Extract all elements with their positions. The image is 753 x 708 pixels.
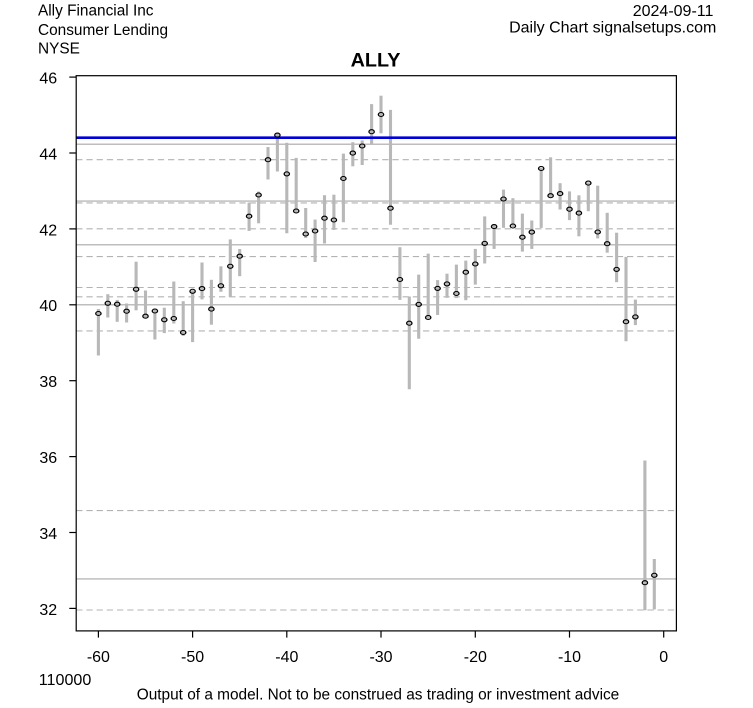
svg-text:Daily Chart signalsetups.com: Daily Chart signalsetups.com: [509, 20, 716, 37]
svg-text:-30: -30: [369, 649, 392, 666]
svg-text:36: 36: [39, 450, 57, 467]
svg-text:40: 40: [39, 298, 57, 315]
svg-text:32: 32: [39, 602, 57, 619]
svg-text:42: 42: [39, 222, 57, 239]
svg-text:Consumer Lending: Consumer Lending: [38, 22, 168, 39]
svg-text:2024-09-11: 2024-09-11: [633, 3, 714, 20]
svg-text:-10: -10: [558, 649, 581, 666]
svg-text:34: 34: [39, 526, 57, 543]
svg-text:Ally Financial Inc: Ally Financial Inc: [38, 2, 154, 19]
svg-text:46: 46: [39, 71, 57, 88]
svg-text:44: 44: [39, 146, 57, 163]
svg-text:-20: -20: [464, 649, 487, 666]
svg-text:ALLY: ALLY: [351, 50, 401, 72]
svg-text:110000: 110000: [39, 671, 92, 689]
svg-text:-50: -50: [181, 649, 204, 666]
svg-text:NYSE: NYSE: [38, 40, 80, 57]
svg-text:38: 38: [39, 374, 57, 391]
svg-text:-40: -40: [275, 649, 298, 666]
svg-text:Output of a model. Not to be c: Output of a model. Not to be construed a…: [137, 687, 620, 704]
svg-text:-60: -60: [87, 649, 110, 666]
svg-text:0: 0: [659, 649, 668, 666]
